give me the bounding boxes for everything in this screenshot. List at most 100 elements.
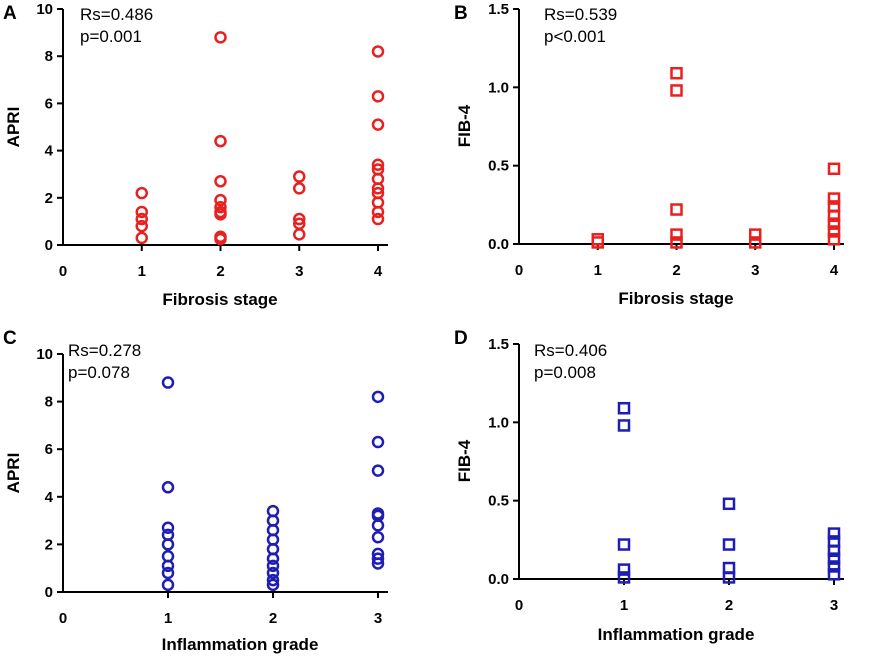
data-point: [135, 231, 148, 245]
p-value: p=0.078: [68, 363, 130, 382]
data-point: [617, 563, 631, 576]
data-point: [591, 233, 604, 246]
y-tick-label: 2: [45, 190, 53, 207]
data-point: [827, 527, 841, 540]
panel-c: C 0 2 4 6 8 10 0 1 2 3 Inflammation grade APRI Rs=0.2…: [3, 328, 388, 654]
rs-value: Rs=0.406: [534, 341, 607, 360]
panel-a: A 0 2 4 6 8 10 0 1 2 3 4 Fibrosis stage APRI Rs=0.486 p…: [3, 1, 388, 309]
data-point: [371, 552, 385, 565]
y-tick-label: 4: [45, 489, 54, 506]
y-tick-label: 8: [45, 394, 53, 411]
data-point: [827, 225, 841, 238]
y-tick-label: 0.5: [488, 158, 509, 175]
panel-letter: D: [454, 328, 468, 349]
y-tick-label: 6: [45, 95, 53, 112]
data-point: [293, 228, 306, 241]
data-point: [161, 538, 175, 551]
data-point: [827, 544, 841, 558]
data-point: [214, 31, 227, 44]
data-point: [371, 182, 385, 195]
y-tick-label: 0.0: [488, 571, 509, 588]
data-point: [214, 200, 227, 214]
data-point: [591, 236, 604, 249]
data-point: [827, 560, 841, 573]
x-tick-label: 4: [374, 263, 383, 280]
y-tick-label: 0: [45, 237, 53, 254]
x-axis-title: Inflammation grade: [598, 625, 755, 644]
data-point: [161, 521, 175, 534]
data-point: [135, 212, 148, 226]
y-axis-title: APRI: [4, 453, 23, 494]
data-point: [161, 566, 175, 580]
y-axis-title: APRI: [4, 107, 23, 148]
panel-d: D 0.0 0.5 1.0 1.5 0 1 2 3 Inflammation grade FIB-4…: [454, 328, 844, 644]
x-tick-label: 3: [374, 610, 382, 627]
data-point: [670, 84, 683, 97]
data-point: [827, 217, 841, 230]
data-point: [293, 170, 306, 183]
y-tick-label: 2: [45, 536, 53, 553]
data-point: [135, 205, 148, 219]
y-tick-label: 1.0: [488, 414, 509, 431]
data-point: [371, 557, 385, 570]
y-axis-title: FIB-4: [455, 104, 474, 147]
data-point: [371, 205, 385, 219]
rs-value: Rs=0.486: [80, 5, 153, 24]
data-point: [670, 66, 683, 80]
data-point: [749, 236, 762, 249]
data-point: [371, 435, 385, 449]
x-tick-label: 4: [830, 262, 839, 279]
data-point: [266, 573, 280, 587]
data-point: [827, 233, 841, 246]
data-point: [135, 186, 148, 200]
data-point: [371, 390, 385, 404]
y-axis-title: FIB-4: [455, 439, 474, 482]
data-point: [670, 236, 683, 249]
data-point: [670, 228, 683, 241]
y-tick-label: 1.5: [488, 1, 509, 18]
data-point: [617, 401, 631, 415]
data-point: [214, 208, 227, 221]
data-point: [266, 552, 280, 565]
x-tick-label: 2: [269, 610, 277, 627]
x-tick-label: 0: [59, 610, 67, 627]
data-point: [617, 419, 631, 432]
data-point: [749, 228, 762, 241]
data-point: [214, 175, 227, 188]
data-point: [266, 566, 280, 580]
y-tick-label: 0: [45, 584, 53, 601]
data-point: [827, 192, 841, 205]
data-point: [722, 538, 736, 551]
x-axis-title: Inflammation grade: [162, 635, 319, 654]
x-axis-title: Fibrosis stage: [162, 290, 277, 309]
data-point: [214, 232, 227, 246]
data-point: [161, 376, 175, 389]
data-point: [371, 158, 385, 172]
x-tick-label: 2: [672, 262, 680, 279]
data-point: [722, 571, 736, 584]
x-tick-label: 1: [138, 263, 146, 280]
x-tick-label: 1: [164, 610, 172, 627]
data-point: [722, 497, 736, 511]
data-point: [293, 182, 306, 195]
y-tick-label: 4: [45, 143, 54, 160]
y-tick-label: 0.5: [488, 493, 509, 510]
x-tick-label: 3: [295, 263, 303, 280]
p-value: p<0.001: [544, 27, 606, 46]
data-point: [266, 578, 280, 592]
data-point: [827, 568, 841, 581]
data-point: [617, 538, 631, 551]
data-point: [214, 134, 227, 148]
data-point: [827, 552, 841, 565]
x-tick-label: 0: [59, 263, 67, 280]
x-tick-label: 1: [594, 262, 602, 279]
data-point: [161, 559, 175, 573]
x-tick-label: 1: [620, 597, 628, 614]
data-point: [670, 203, 683, 216]
data-point: [827, 162, 841, 176]
y-tick-label: 1.0: [488, 79, 509, 96]
data-point: [214, 193, 227, 207]
panel-b: B 0.0 0.5 1.0 1.5 0 1 2 3 4 Fibrosis stage FIB-4 Rs=…: [454, 1, 844, 308]
y-tick-label: 0.0: [488, 236, 509, 253]
